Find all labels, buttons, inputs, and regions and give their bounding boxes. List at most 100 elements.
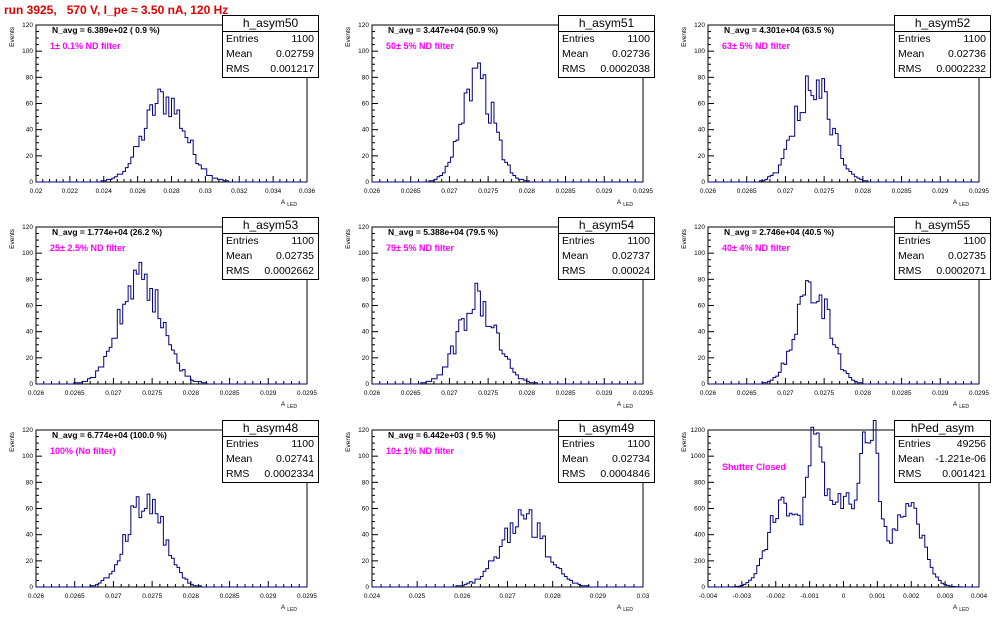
stats-value: 1100 <box>291 438 314 450</box>
x-tick-label: 0.0295 <box>297 593 317 600</box>
y-tick-label: 0 <box>365 584 369 591</box>
stats-box: h_asym52 Entries 1100 Mean 0.02736 RMS 0.00022… <box>894 15 991 78</box>
x-tick-label: 0.029 <box>590 593 607 600</box>
x-tick-label: 0.0265 <box>65 593 85 600</box>
y-tick-label: 40 <box>698 329 706 336</box>
stats-row-rms: RMS 0.0002662 <box>223 264 318 279</box>
y-tick-label: 0 <box>701 381 705 388</box>
stats-value: 0.0004846 <box>600 468 650 480</box>
x-tick-label: 0.028 <box>183 390 200 397</box>
x-tick-label: 0.026 <box>364 188 381 195</box>
y-tick-label: 20 <box>698 355 706 362</box>
stats-row-rms: RMS 0.0002071 <box>895 264 990 279</box>
x-tick-label: 0.0295 <box>297 390 317 397</box>
x-tick-label: 0.029 <box>596 390 613 397</box>
navg-label: N_avg = 5.388e+04 (79.5 %) <box>388 227 499 237</box>
stats-row-mean: Mean 0.02759 <box>223 47 318 62</box>
x-tick-label: 0.0265 <box>401 188 421 195</box>
stats-label: RMS <box>562 265 586 277</box>
y-tick-label: 400 <box>694 532 705 539</box>
filter-label: 100% (No filter) <box>50 446 116 456</box>
y-axis-title: Events <box>9 431 16 452</box>
histogram-name: hPed_asym <box>895 421 990 437</box>
stats-row-rms: RMS 0.00024 <box>559 264 654 279</box>
x-tick-label: 0.0265 <box>65 390 85 397</box>
x-tick-label: 0.029 <box>932 390 949 397</box>
x-tick-label: 0.026 <box>364 390 381 397</box>
stats-row-mean: Mean 0.02734 <box>559 452 654 467</box>
stats-row-mean: Mean 0.02736 <box>559 47 654 62</box>
x-axis-title: A LED <box>617 604 633 613</box>
x-axis-title-sub: LED <box>287 607 297 613</box>
stats-row-rms: RMS 0.001421 <box>895 467 990 482</box>
stats-value: 1100 <box>291 235 314 247</box>
y-axis-title: Events <box>681 431 688 452</box>
y-tick-label: 80 <box>362 74 370 81</box>
x-tick-label: 0.0275 <box>478 390 498 397</box>
stats-label: Mean <box>562 250 589 262</box>
navg-label: N_avg = 6.389e+02 ( 0.9 %) <box>52 25 160 35</box>
stats-row-rms: RMS 0.001217 <box>223 62 318 77</box>
x-axis-title: A LED <box>953 199 969 208</box>
stats-label: Mean <box>226 250 253 262</box>
y-tick-label: 0 <box>29 381 33 388</box>
stats-value: 0.02736 <box>612 48 650 60</box>
stats-value: 0.02735 <box>276 250 314 262</box>
y-axis-title: Events <box>345 26 352 47</box>
y-tick-label: 0 <box>365 381 369 388</box>
x-tick-label: 0.0285 <box>556 390 576 397</box>
x-axis-title-sub: LED <box>287 404 297 410</box>
stats-value: 0.0002662 <box>264 265 314 277</box>
x-tick-label: 0.028 <box>545 593 562 600</box>
stats-row-mean: Mean 0.02736 <box>895 47 990 62</box>
y-tick-label: 600 <box>694 506 705 513</box>
y-tick-label: 80 <box>698 74 706 81</box>
histogram-name: h_asym48 <box>223 421 318 437</box>
x-tick-label: 0.032 <box>231 188 248 195</box>
stats-label: RMS <box>226 468 250 480</box>
stats-row-entries: Entries 49256 <box>895 437 990 452</box>
y-tick-label: 120 <box>694 224 705 231</box>
y-tick-label: 60 <box>362 506 370 513</box>
x-axis-title-sub: LED <box>623 202 633 208</box>
stats-value: 0.02759 <box>276 48 314 60</box>
stats-row-entries: Entries 1100 <box>895 32 990 47</box>
stats-value: 1100 <box>627 33 650 45</box>
x-tick-label: 0.028 <box>855 390 872 397</box>
histogram-name: h_asym53 <box>223 218 318 234</box>
histogram-series <box>372 282 643 385</box>
y-tick-label: 40 <box>26 532 34 539</box>
y-tick-label: 0 <box>29 179 33 186</box>
y-tick-label: 120 <box>358 427 369 434</box>
y-tick-label: 20 <box>26 153 34 160</box>
y-tick-label: 60 <box>698 101 706 108</box>
x-axis-title: A LED <box>281 199 297 208</box>
histogram-series <box>372 62 643 183</box>
stats-row-rms: RMS 0.0002232 <box>895 62 990 77</box>
x-tick-label: 0.0275 <box>142 593 162 600</box>
stats-value: 1100 <box>963 235 986 247</box>
histogram-series <box>708 419 979 588</box>
histogram-pad-h_asym53: 0.026 0.0265 0.027 0.0275 0.028 0.0285 0.029 0.… <box>0 217 320 417</box>
x-tick-label: 0.0295 <box>633 390 653 397</box>
y-tick-label: 40 <box>26 127 34 134</box>
histogram-pad-hPed_asym: -0.004 -0.003 -0.002 -0.001 0 0.001 0.002 0.003… <box>672 419 992 620</box>
x-tick-label: -0.004 <box>699 593 718 600</box>
stats-value: 0.0002334 <box>264 468 314 480</box>
y-tick-label: 20 <box>362 153 370 160</box>
navg-label: N_avg = 4.301e+04 (63.5 %) <box>724 25 835 35</box>
y-tick-label: 40 <box>26 329 34 336</box>
navg-label: N_avg = 3.447e+04 (50.9 %) <box>388 25 499 35</box>
x-axis-title: A LED <box>953 604 969 613</box>
y-tick-label: 100 <box>358 453 369 460</box>
histogram-pad-h_asym49: 0.024 0.025 0.026 0.027 0.028 0.029 0.03 0 20 40 6… <box>336 420 656 620</box>
stats-label: RMS <box>562 468 586 480</box>
stats-label: Mean <box>226 453 253 465</box>
stats-label: RMS <box>898 265 922 277</box>
y-tick-label: 20 <box>362 558 370 565</box>
x-tick-label: 0.028 <box>855 188 872 195</box>
stats-label: Entries <box>226 438 259 450</box>
histogram-pad-h_asym54: 0.026 0.0265 0.027 0.0275 0.028 0.0285 0.029 0.… <box>336 217 656 417</box>
y-tick-label: 80 <box>26 74 34 81</box>
x-tick-label: 0.028 <box>519 390 536 397</box>
